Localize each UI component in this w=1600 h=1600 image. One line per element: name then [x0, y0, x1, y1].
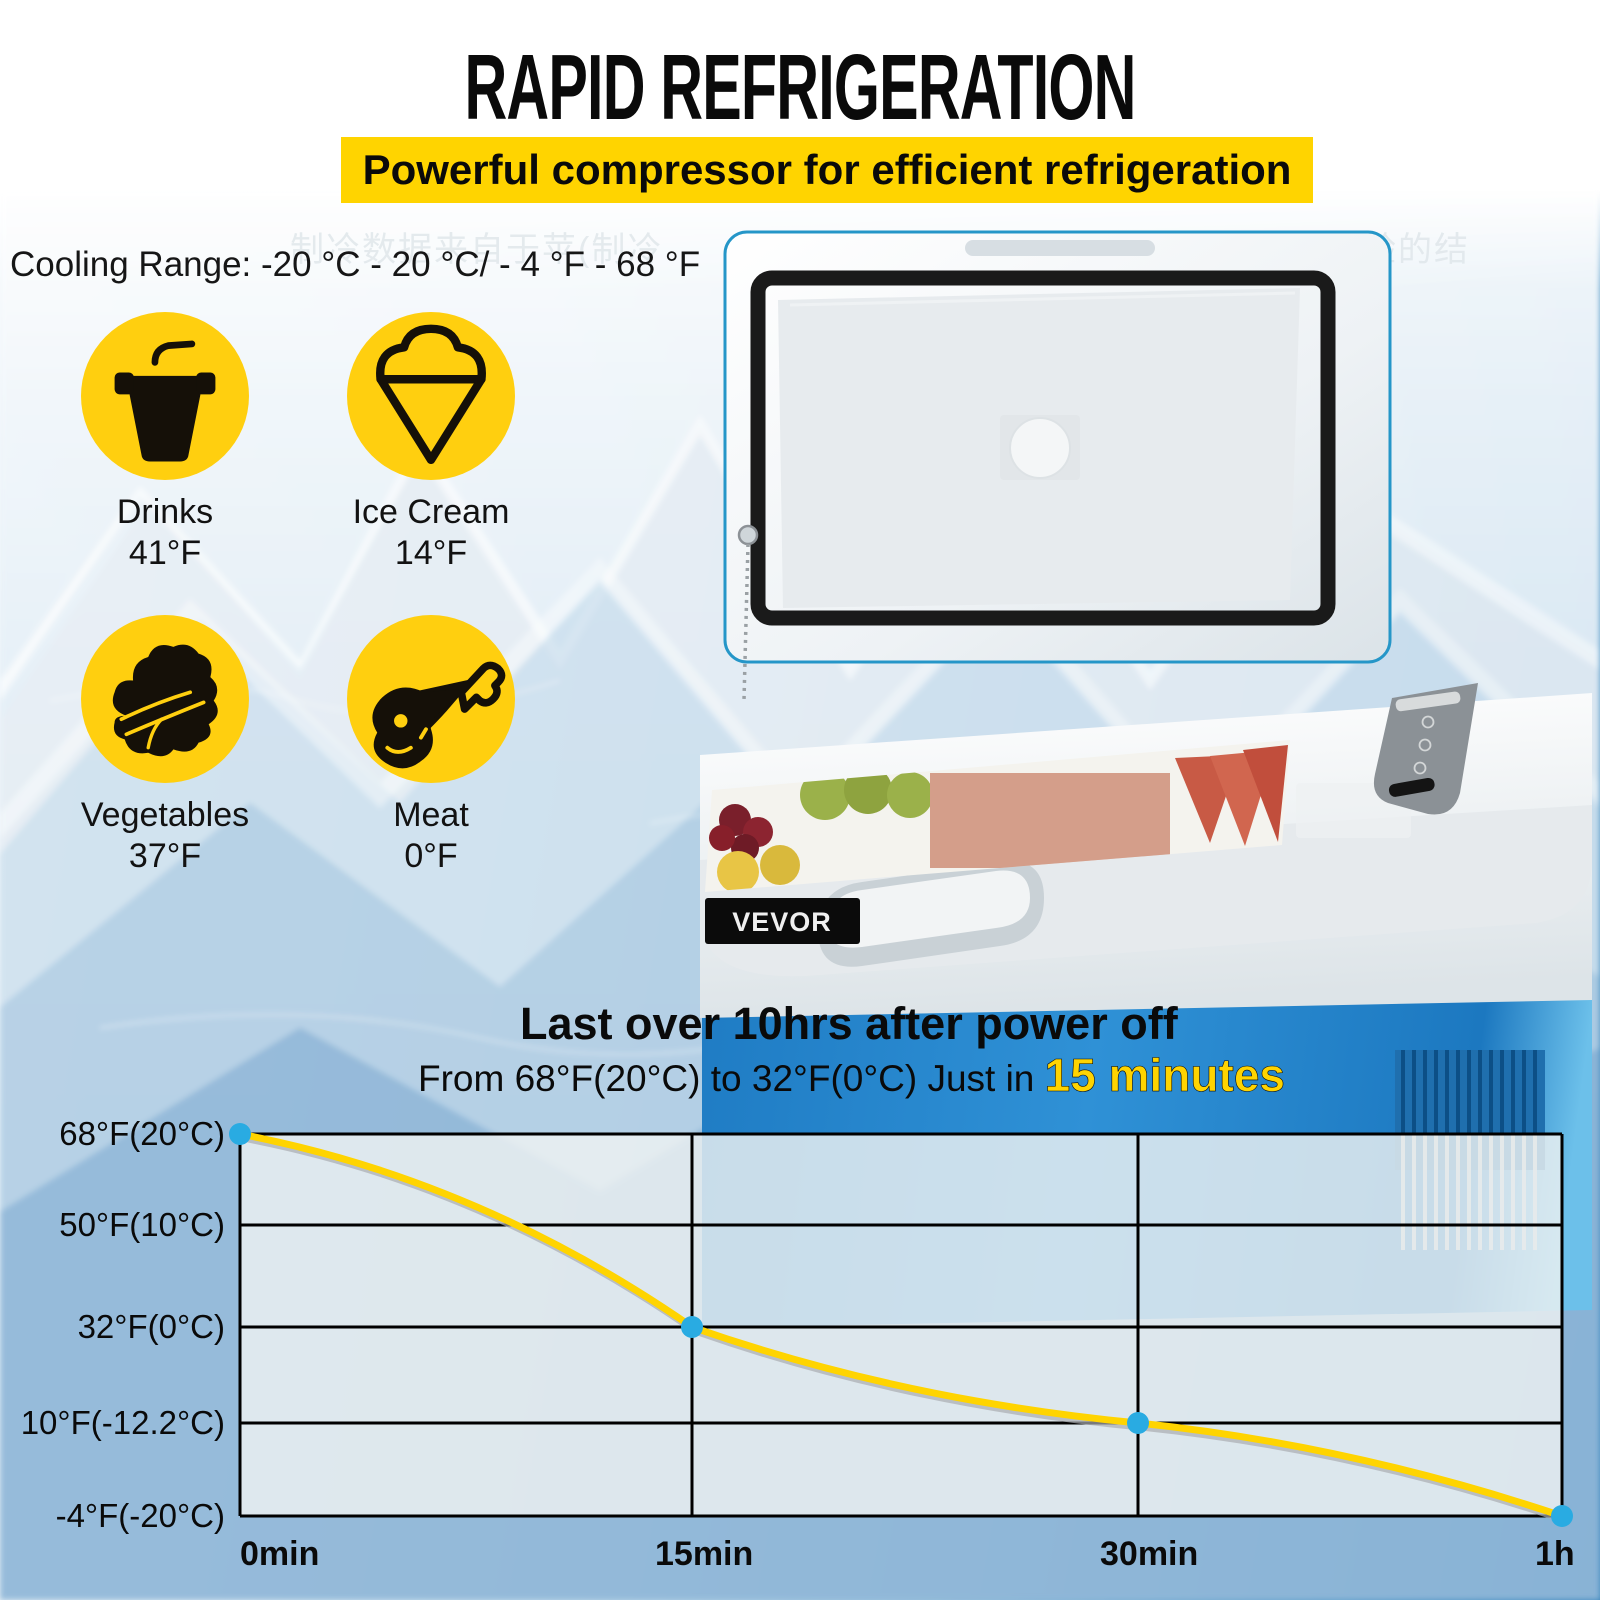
svg-text:50°F(10°C): 50°F(10°C): [59, 1206, 225, 1243]
svg-text:68°F(20°C): 68°F(20°C): [59, 1115, 225, 1152]
svg-text:30min: 30min: [1100, 1535, 1198, 1573]
svg-text:32°F(0°C): 32°F(0°C): [78, 1308, 225, 1345]
svg-text:15min: 15min: [655, 1535, 753, 1573]
svg-text:10°F(-12.2°C): 10°F(-12.2°C): [21, 1404, 225, 1441]
svg-text:-4°F(-20°C): -4°F(-20°C): [56, 1497, 225, 1534]
svg-text:0min: 0min: [240, 1535, 319, 1573]
svg-text:1h: 1h: [1535, 1535, 1575, 1573]
